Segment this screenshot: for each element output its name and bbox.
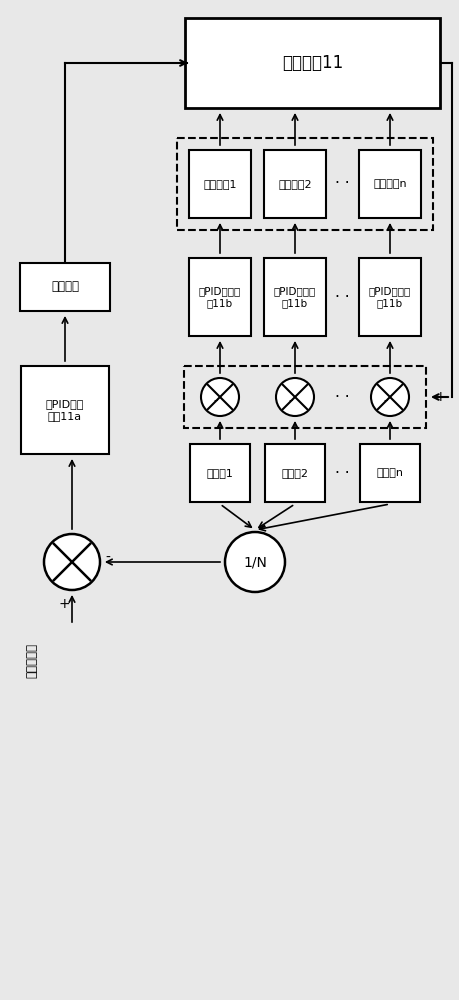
Text: 1/N: 1/N [243,555,267,569]
Text: 分PID运算模
块11b: 分PID运算模 块11b [199,286,241,308]
Text: · ·: · · [335,176,350,192]
Text: -: - [384,394,388,408]
Bar [184,366,426,428]
Bar [264,150,326,218]
Bar [21,366,109,454]
Text: -: - [214,394,218,408]
Bar [264,258,326,336]
Text: 分PID运算模
块11b: 分PID运算模 块11b [274,286,316,308]
Text: 温度值2: 温度值2 [281,468,308,478]
Text: 分控制值2: 分控制值2 [278,179,312,189]
Circle shape [371,378,409,416]
Text: 控制单元11: 控制单元11 [282,54,343,72]
Bar [177,138,433,230]
Text: · ·: · · [335,466,350,481]
Text: · ·: · · [335,389,350,404]
Bar [360,444,420,502]
Bar [265,444,325,502]
Circle shape [225,532,285,592]
Text: 温度值n: 温度值n [376,468,403,478]
Text: 分控制值n: 分控制值n [373,179,407,189]
Text: 总控制值: 总控制值 [51,280,79,294]
Text: +: + [434,390,446,404]
Circle shape [276,378,314,416]
Text: · ·: · · [335,290,350,304]
Bar [359,258,421,336]
Bar [190,444,250,502]
Bar [189,258,251,336]
Text: 温度值1: 温度值1 [207,468,234,478]
Bar [20,263,110,311]
Bar [185,18,440,108]
Text: -: - [289,394,293,408]
Text: -: - [106,551,111,565]
Text: 总PID运算
模块11a: 总PID运算 模块11a [46,399,84,421]
Text: 分PID运算模
块11b: 分PID运算模 块11b [369,286,411,308]
Bar [189,150,251,218]
Bar [359,150,421,218]
Circle shape [201,378,239,416]
Circle shape [44,534,100,590]
Text: 分控制值1: 分控制值1 [203,179,237,189]
Text: 目标温度值: 目标温度值 [26,643,39,678]
Text: +: + [58,597,70,611]
